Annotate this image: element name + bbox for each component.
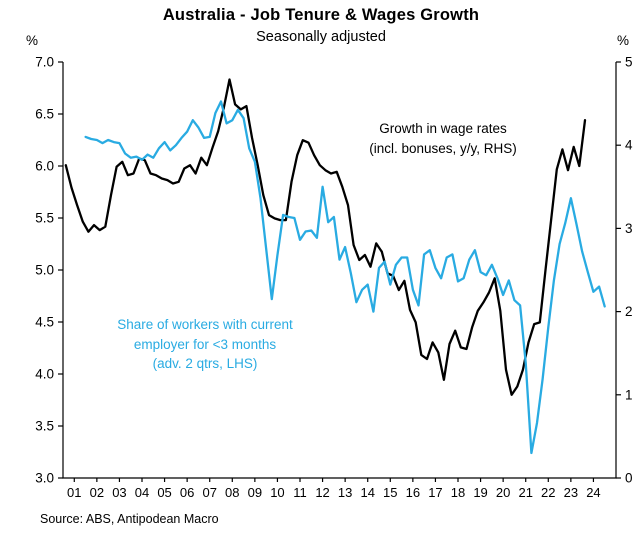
x-axis-tick-label: 11: [293, 485, 307, 500]
annotation-tenure-share-line3: (adv. 2 qtrs, LHS): [152, 356, 258, 371]
x-axis-tick-label: 13: [338, 485, 352, 500]
x-axis-tick-label: 09: [248, 485, 262, 500]
x-axis-tick-label: 20: [496, 485, 510, 500]
x-axis-tick-label: 24: [586, 485, 600, 500]
right-axis-tick-label: 0: [625, 471, 633, 486]
right-axis-tick-label: 3: [625, 221, 633, 236]
x-axis-tick-label: 23: [564, 485, 578, 500]
x-axis-tick-label: 10: [270, 485, 284, 500]
series-line-wage_growth: [64, 78, 587, 396]
left-axis-tick-label: 3.0: [35, 471, 54, 486]
left-axis-tick-label: 6.0: [35, 159, 54, 174]
left-axis-tick-label: 6.5: [35, 107, 54, 122]
right-axis-tick-label: 1: [625, 387, 633, 402]
annotation-tenure-share: Share of workers with current employer f…: [85, 315, 325, 374]
right-axis-tick-label: 2: [625, 304, 633, 319]
annotation-tenure-share-line1: Share of workers with current: [117, 317, 293, 332]
annotation-tenure-share-line2: employer for <3 months: [133, 336, 277, 352]
x-axis-tick-label: 15: [383, 485, 397, 500]
left-axis-tick-label: 3.5: [35, 419, 54, 434]
x-axis-tick-label: 02: [90, 485, 104, 500]
right-axis-unit-label: %: [617, 33, 630, 48]
x-axis-tick-label: 12: [315, 485, 329, 500]
x-axis-tick-label: 04: [135, 485, 149, 500]
right-axis-tick-label: 5: [625, 55, 633, 70]
x-axis-tick-label: 05: [157, 485, 171, 500]
left-axis: 3.0 3.5 4.0 4.5 5.0 5.5 6.0 6.5 7.0: [35, 55, 63, 486]
x-axis-tick-label: 07: [202, 485, 216, 500]
page-title: Australia - Job Tenure & Wages Growth: [162, 6, 480, 24]
x-axis-tick-label: 08: [225, 485, 239, 500]
right-axis-tick-label: 4: [625, 138, 633, 153]
left-axis-tick-label: 5.5: [35, 211, 54, 226]
source-note: Source: ABS, Antipodean Macro: [40, 512, 219, 526]
x-axis-tick-label: 03: [112, 485, 126, 500]
x-axis-tick-label: 19: [473, 485, 487, 500]
left-axis-tick-label: 7.0: [35, 55, 54, 70]
left-axis-unit-label: %: [26, 33, 39, 48]
left-axis-tick-label: 4.0: [35, 367, 54, 382]
left-axis-tick-label: 5.0: [35, 263, 54, 278]
annotation-wage-growth-line2: (incl. bonuses, y/y, RHS): [369, 140, 517, 156]
annotation-wage-growth: Growth in wage rates (incl. bonuses, y/y…: [323, 119, 563, 158]
x-axis-tick-label: 22: [541, 485, 555, 500]
annotation-wage-growth-line1: Growth in wage rates: [379, 121, 507, 136]
right-axis: 0 1 2 3 4 5: [616, 55, 633, 486]
x-axis-tick-label: 17: [428, 485, 442, 500]
x-axis-tick-label: 14: [360, 485, 374, 500]
x-axis-tick-label: 01: [67, 485, 81, 500]
x-axis-tick-label: 21: [518, 485, 532, 500]
series-line-tenure_share: [84, 100, 606, 455]
x-axis-tick-label: 18: [451, 485, 465, 500]
x-axis: 01 02 03 04 05 06 07 08 09 10 11 12 13 14 15 16 17 18 19 20…: [67, 478, 601, 500]
x-axis-tick-label: 06: [180, 485, 194, 500]
x-axis-tick-label: 16: [406, 485, 420, 500]
left-axis-tick-label: 4.5: [35, 315, 54, 330]
page-subtitle: Seasonally adjusted: [256, 29, 386, 45]
